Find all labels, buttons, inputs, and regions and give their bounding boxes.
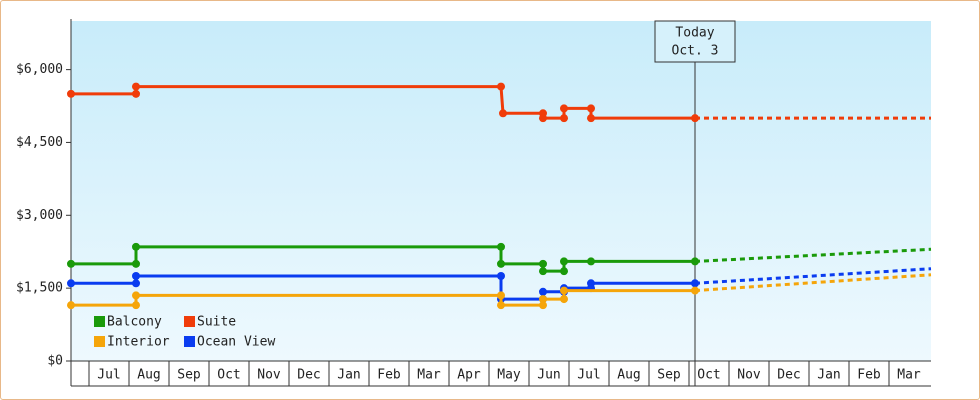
data-point xyxy=(132,272,140,280)
data-point xyxy=(67,279,75,288)
legend-swatch xyxy=(184,316,195,327)
data-point xyxy=(539,267,547,276)
data-point xyxy=(67,259,75,268)
data-point xyxy=(587,104,595,113)
data-point xyxy=(132,242,140,251)
data-point xyxy=(691,279,699,288)
data-point xyxy=(539,114,547,123)
x-tick-label: Mar xyxy=(417,368,441,383)
data-point xyxy=(560,286,568,295)
data-point xyxy=(560,114,568,123)
plot-background xyxy=(71,21,931,361)
data-point xyxy=(132,259,140,268)
data-point xyxy=(132,291,140,300)
data-point xyxy=(67,89,75,98)
projection-line xyxy=(694,247,932,263)
x-tick-label: Aug xyxy=(137,368,160,383)
data-point xyxy=(539,295,547,304)
y-tick-label: $1,500 xyxy=(16,281,63,296)
data-point xyxy=(497,259,505,268)
y-tick-label: $0 xyxy=(47,354,63,369)
legend-swatch xyxy=(94,316,105,327)
y-tick-label: $3,000 xyxy=(16,208,63,223)
x-tick-label: Jan xyxy=(817,368,840,383)
data-point xyxy=(499,109,507,118)
data-point xyxy=(539,301,547,310)
data-point xyxy=(587,257,595,266)
projection-line xyxy=(694,273,932,293)
x-tick-label: Dec xyxy=(777,368,800,383)
data-point xyxy=(132,279,140,288)
x-tick-label: Feb xyxy=(377,368,401,383)
today-label: Today xyxy=(675,26,714,41)
data-point xyxy=(560,104,568,113)
legend-label: Balcony xyxy=(107,315,162,330)
x-tick-label: Oct xyxy=(217,368,240,383)
x-tick-label: Feb xyxy=(857,368,881,383)
x-tick-label: Dec xyxy=(297,368,320,383)
data-point xyxy=(67,301,75,310)
x-tick-label: Jun xyxy=(537,368,560,383)
x-tick-label: Mar xyxy=(897,368,921,383)
data-point xyxy=(587,279,595,288)
x-tick-label: Nov xyxy=(737,368,761,383)
x-tick-label: Sep xyxy=(657,368,681,383)
data-point xyxy=(587,114,595,123)
y-tick-label: $6,000 xyxy=(16,62,63,77)
data-point xyxy=(691,257,699,266)
data-point xyxy=(497,82,505,91)
data-point xyxy=(497,242,505,251)
data-point xyxy=(691,114,699,123)
x-tick-label: Sep xyxy=(177,368,201,383)
x-tick-label: Jul xyxy=(97,368,120,383)
data-point xyxy=(132,82,140,91)
y-tick-label: $4,500 xyxy=(16,135,63,150)
data-point xyxy=(497,291,505,300)
data-point xyxy=(497,272,505,280)
legend-label: Interior xyxy=(107,335,170,350)
data-point xyxy=(132,301,140,310)
x-tick-label: May xyxy=(497,368,521,383)
x-tick-label: Nov xyxy=(257,368,281,383)
legend-label: Suite xyxy=(197,315,236,330)
data-point xyxy=(560,257,568,266)
data-point xyxy=(132,89,140,98)
legend-label: Ocean View xyxy=(197,335,275,350)
projection-line xyxy=(694,267,932,285)
today-box xyxy=(654,20,736,63)
series-line xyxy=(71,289,695,307)
x-tick-label: Jan xyxy=(337,368,360,383)
x-tick-label: Apr xyxy=(457,368,481,383)
data-point xyxy=(560,295,568,304)
legend-swatch xyxy=(184,336,195,347)
x-tick-label: Aug xyxy=(617,368,640,383)
data-point xyxy=(691,286,699,295)
data-point xyxy=(539,259,547,268)
data-point xyxy=(560,267,568,276)
data-point xyxy=(497,301,505,310)
x-tick-label: Jul xyxy=(577,368,600,383)
data-point xyxy=(539,287,547,296)
today-label: Oct. 3 xyxy=(672,44,719,59)
legend-swatch xyxy=(94,336,105,347)
x-tick-label: Oct xyxy=(697,368,720,383)
